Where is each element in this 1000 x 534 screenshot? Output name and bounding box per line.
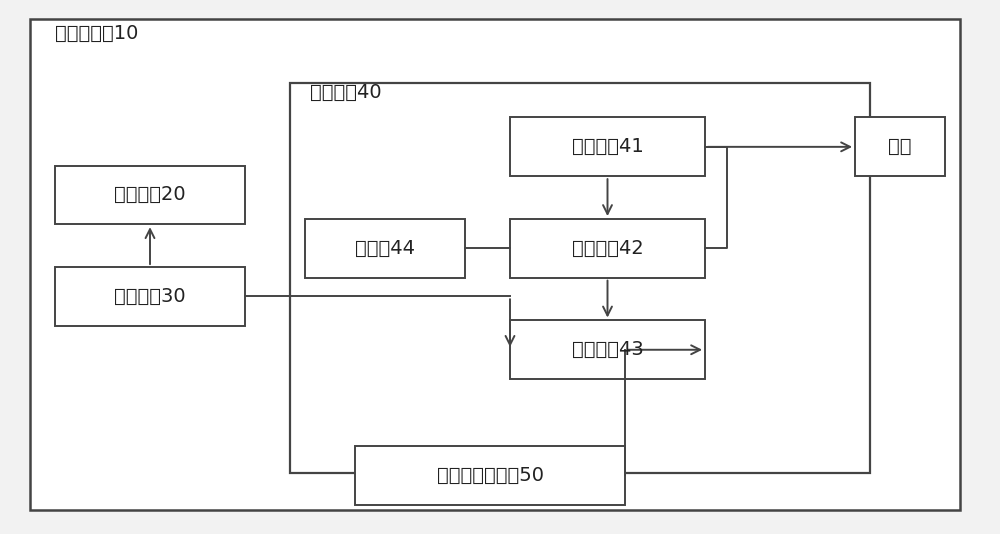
Bar (290, 83, 870, 473)
Bar (510, 320, 705, 379)
Text: 多彩光源30: 多彩光源30 (114, 287, 186, 306)
Bar (55, 166, 245, 224)
Bar (355, 446, 625, 505)
Bar (510, 219, 705, 278)
Text: 控制模块43: 控制模块43 (572, 340, 643, 359)
Text: 无线接口41: 无线接口41 (572, 137, 643, 156)
Text: 导光光纤20: 导光光纤20 (114, 185, 186, 205)
Bar (855, 117, 945, 176)
Text: 电源部44: 电源部44 (355, 239, 415, 258)
Text: 云端: 云端 (888, 137, 912, 156)
Text: 指示器主体10: 指示器主体10 (55, 23, 138, 43)
Text: 控制系统40: 控制系统40 (310, 82, 382, 101)
Text: 空气质量感应仪50: 空气质量感应仪50 (436, 466, 544, 485)
Bar (510, 117, 705, 176)
Text: 分析模块42: 分析模块42 (572, 239, 643, 258)
Bar (55, 267, 245, 326)
Bar (305, 219, 465, 278)
